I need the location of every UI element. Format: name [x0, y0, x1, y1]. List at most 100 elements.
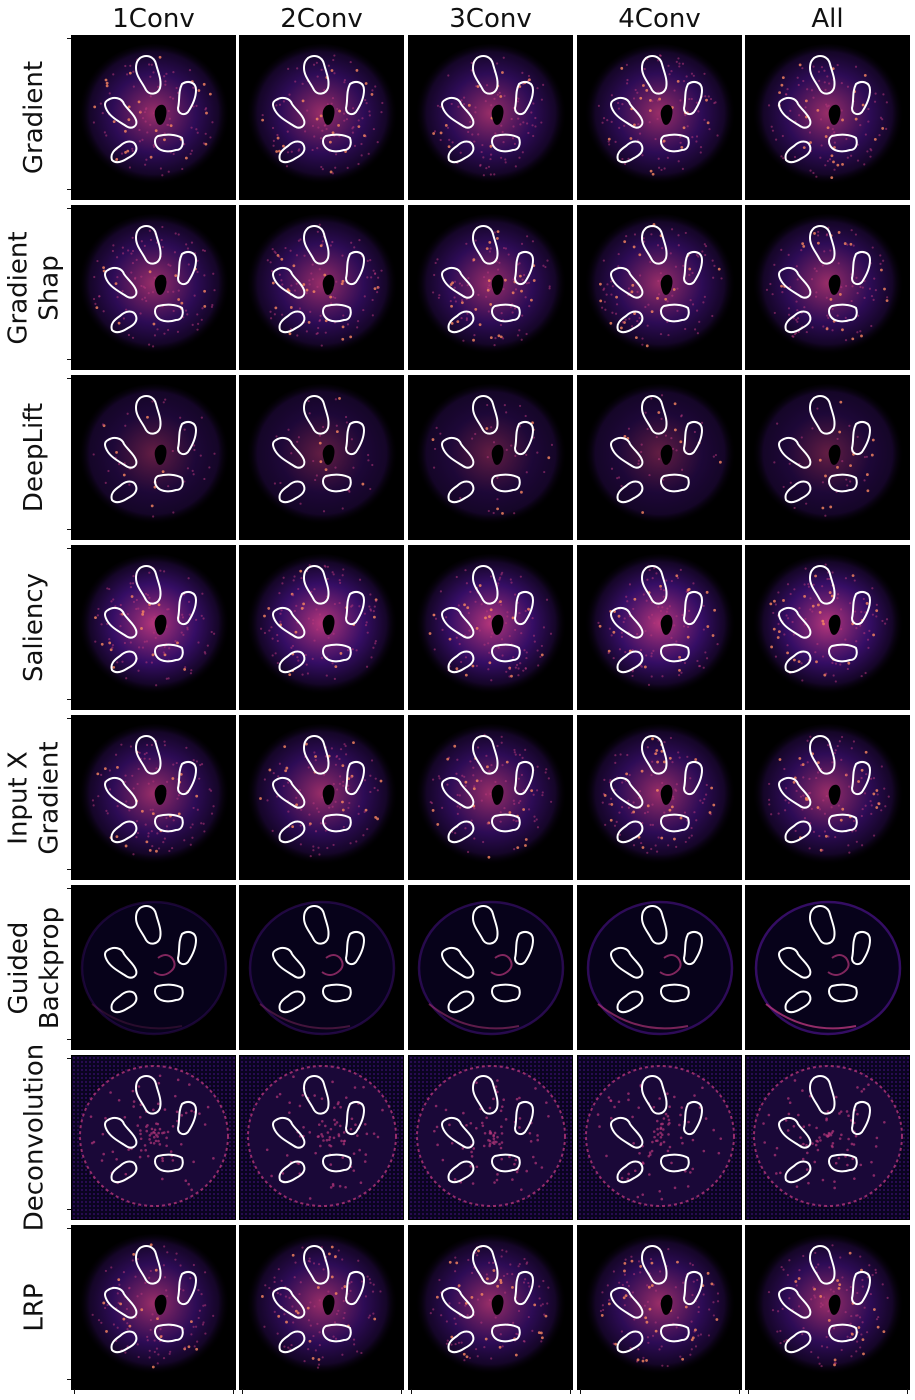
x-tick	[907, 1389, 908, 1394]
heatmap-image	[240, 1056, 403, 1219]
heatmap-panel	[240, 716, 403, 879]
row-label-line: Guided	[4, 921, 34, 1014]
heatmap-image	[746, 1226, 909, 1389]
heatmap-panel	[409, 1056, 572, 1219]
column-title-4: 4Conv	[618, 4, 701, 34]
y-tick	[67, 888, 72, 889]
heatmap-image	[72, 36, 235, 199]
y-tick	[67, 1209, 72, 1210]
heatmap-panel	[578, 1226, 741, 1389]
heatmap-panel	[746, 1226, 909, 1389]
heatmap-image	[72, 886, 235, 1049]
x-tick	[580, 1389, 581, 1394]
heatmap-image	[746, 206, 909, 369]
heatmap-image	[409, 716, 572, 879]
heatmap-image	[240, 206, 403, 369]
heatmap-panel	[746, 376, 909, 539]
heatmap-image	[578, 1226, 741, 1389]
heatmap-panel	[578, 1056, 741, 1219]
y-tick	[67, 869, 72, 870]
y-tick	[67, 718, 72, 719]
heatmap-image	[578, 1056, 741, 1219]
x-tick	[748, 1389, 749, 1394]
y-tick	[67, 359, 72, 360]
heatmap-panel	[578, 716, 741, 879]
heatmap-panel	[72, 376, 235, 539]
row-label-line: LRP	[19, 1283, 50, 1332]
heatmap-panel	[240, 36, 403, 199]
row-label-1: Gradient	[0, 36, 70, 199]
heatmap-panel	[72, 546, 235, 709]
y-tick	[67, 548, 72, 549]
x-tick	[570, 1389, 571, 1394]
column-title-5: All	[811, 4, 844, 34]
row-label-line: Saliency	[19, 572, 50, 683]
heatmap-image	[72, 1226, 235, 1389]
heatmap-image	[578, 716, 741, 879]
x-tick	[233, 1389, 234, 1394]
heatmap-image	[409, 1056, 572, 1219]
x-tick	[74, 1389, 75, 1394]
heatmap-image	[72, 546, 235, 709]
heatmap-image	[578, 36, 741, 199]
row-label-6: Guided Backprop	[0, 886, 70, 1049]
heatmap-panel	[72, 206, 235, 369]
heatmap-panel	[240, 1056, 403, 1219]
heatmap-image	[409, 886, 572, 1049]
heatmap-image	[578, 376, 741, 539]
heatmap-panel	[746, 716, 909, 879]
y-tick	[67, 529, 72, 530]
heatmap-panel	[72, 886, 235, 1049]
x-tick	[411, 1389, 412, 1394]
column-title-1: 1Conv	[112, 4, 195, 34]
y-tick	[67, 1058, 72, 1059]
heatmap-panel	[746, 206, 909, 369]
heatmap-panel	[240, 376, 403, 539]
x-tick	[401, 1389, 402, 1394]
row-label-7: Deconvolution	[0, 1044, 70, 1232]
column-title-2: 2Conv	[280, 4, 363, 34]
heatmap-image	[746, 1056, 909, 1219]
heatmap-panel	[240, 886, 403, 1049]
y-tick	[67, 1039, 72, 1040]
y-tick	[67, 1228, 72, 1229]
y-tick	[67, 189, 72, 190]
heatmap-image	[746, 36, 909, 199]
row-label-line: Deconvolution	[19, 1043, 50, 1232]
y-tick	[67, 699, 72, 700]
heatmap-panel	[578, 206, 741, 369]
heatmap-panel	[578, 36, 741, 199]
heatmap-panel	[409, 206, 572, 369]
heatmap-image	[746, 376, 909, 539]
heatmap-panel	[72, 1056, 235, 1219]
heatmap-panel	[578, 886, 741, 1049]
heatmap-image	[409, 1226, 572, 1389]
heatmap-panel	[240, 1226, 403, 1389]
heatmap-image	[240, 376, 403, 539]
heatmap-image	[72, 206, 235, 369]
row-label-3: DeepLift	[0, 376, 70, 539]
row-label-line: Gradient	[35, 740, 66, 855]
heatmap-image	[409, 376, 572, 539]
heatmap-image	[578, 206, 741, 369]
heatmap-panel	[240, 206, 403, 369]
row-label-line: Input X	[4, 750, 35, 845]
heatmap-panel	[746, 1056, 909, 1219]
heatmap-image	[409, 546, 572, 709]
heatmap-panel	[409, 716, 572, 879]
heatmap-image	[240, 546, 403, 709]
heatmap-panel	[240, 546, 403, 709]
row-label-line: Shap	[35, 254, 66, 321]
heatmap-image	[746, 546, 909, 709]
heatmap-image	[409, 36, 572, 199]
row-label-8: LRP	[0, 1226, 70, 1389]
row-label-2: Gradient Shap	[0, 206, 70, 369]
y-tick	[67, 378, 72, 379]
x-tick	[739, 1389, 740, 1394]
x-tick	[242, 1389, 243, 1394]
heatmap-panel	[746, 36, 909, 199]
heatmap-panel	[409, 886, 572, 1049]
row-label-line: Gradient	[4, 230, 35, 345]
heatmap-image	[240, 36, 403, 199]
heatmap-image	[72, 1056, 235, 1219]
